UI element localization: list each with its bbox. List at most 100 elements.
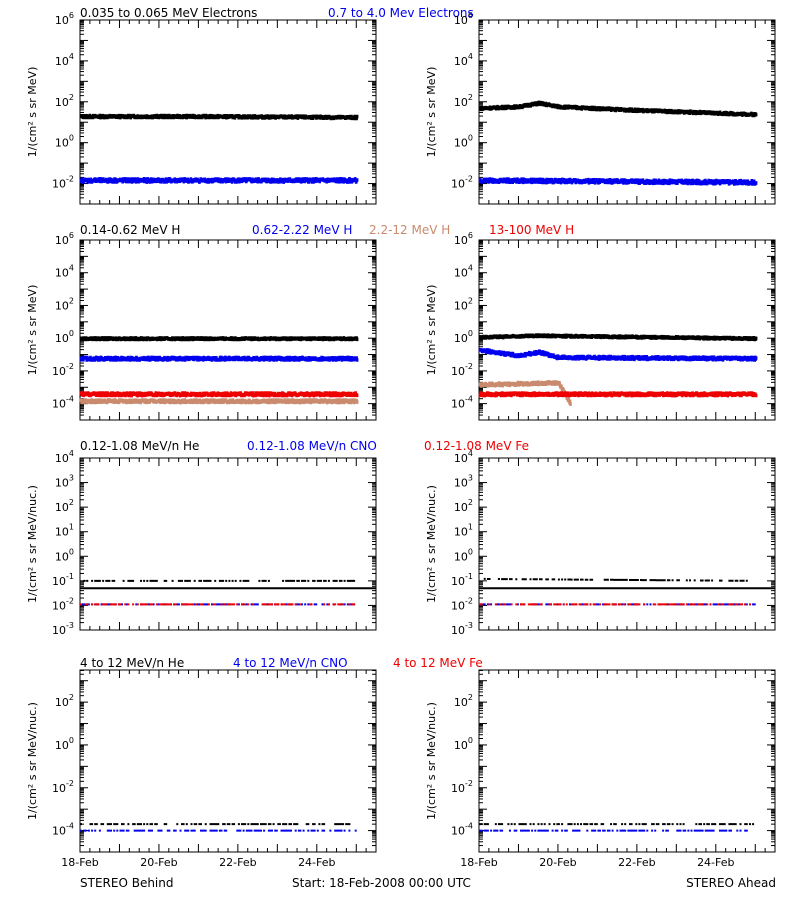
y-tick-label: 10-4 xyxy=(451,822,473,838)
row-3-title-2: 4 to 12 MeV Fe xyxy=(393,656,483,670)
series-tan xyxy=(478,380,572,406)
series-blue-points xyxy=(79,177,359,184)
y-tick-label: 104 xyxy=(454,449,473,465)
footer-right: STEREO Ahead xyxy=(686,876,776,890)
series-black xyxy=(478,333,758,342)
panel-3-behind: 10-4 10-2 100 102 18-Feb 20-Feb 22-Feb 24-Feb 1/… xyxy=(26,669,377,869)
panel-0-ahead: 10-2 100 102 104 106 1/(cm² s sr MeV) xyxy=(425,11,776,205)
y-tick-label: 10-2 xyxy=(451,596,473,612)
y-tick-label: 102 xyxy=(454,498,473,514)
y-tick-label: 10-4 xyxy=(52,822,74,838)
y-tick-label: 10-2 xyxy=(451,362,473,378)
y-axis-label: 1/(cm² s sr MeV) xyxy=(26,285,39,376)
y-tick-label: 101 xyxy=(55,523,74,539)
y-tick-label: 104 xyxy=(55,264,74,280)
y-axis-label: 1/(cm² s sr MeV) xyxy=(425,285,438,376)
y-tick-label: 10-2 xyxy=(52,596,74,612)
series-black-points xyxy=(478,100,758,118)
plot-frame xyxy=(79,19,377,205)
series-blue-points xyxy=(478,348,758,362)
y-axis-label: 1/(cm² s sr MeV) xyxy=(26,67,39,158)
series-black xyxy=(80,579,376,590)
y-tick-label: 106 xyxy=(55,11,74,27)
y-tick-label: 10-4 xyxy=(451,395,473,411)
x-tick-label: 20-Feb xyxy=(539,856,576,869)
panel-1-ahead: 10-4 10-2 100 102 104 106 1/(cm² s sr MeV) xyxy=(425,231,776,421)
series-red-points xyxy=(478,391,758,398)
series-tan-points xyxy=(79,398,359,405)
series-black xyxy=(479,577,775,590)
series-blue xyxy=(478,177,758,186)
x-tick-label: 18-Feb xyxy=(61,856,98,869)
row-1-title-2: 2.2-12 MeV H xyxy=(369,223,450,237)
y-tick-label: 106 xyxy=(454,231,473,247)
series-black-points xyxy=(79,113,359,121)
series-red-points xyxy=(79,391,359,398)
y-tick-label: 102 xyxy=(55,93,74,109)
series-black xyxy=(79,113,359,121)
row-2-title-1: 0.12-1.08 MeV/n CNO xyxy=(247,439,377,453)
x-tick-label: 24-Feb xyxy=(697,856,734,869)
y-tick-label: 100 xyxy=(454,736,473,752)
y-axis-label: 1/(cm² s sr MeV) xyxy=(425,67,438,158)
y-tick-label: 102 xyxy=(55,296,74,312)
y-tick-label: 102 xyxy=(454,296,473,312)
y-tick-label: 104 xyxy=(454,264,473,280)
panel-1-behind: 10-4 10-2 100 102 104 106 1/(cm² s sr MeV) xyxy=(26,231,377,421)
y-axis-label: 1/(cm² s sr MeV/nuc.) xyxy=(26,485,39,603)
series-tan xyxy=(79,398,359,405)
series-tan-points xyxy=(478,380,572,406)
series-red xyxy=(478,391,758,398)
y-tick-label: 10-4 xyxy=(52,395,74,411)
series-black-points xyxy=(478,333,758,342)
y-tick-label: 102 xyxy=(55,693,74,709)
y-tick-label: 10-3 xyxy=(451,621,473,637)
row-1-title-3: 13-100 MeV H xyxy=(489,223,574,237)
panel-3-ahead: 10-4 10-2 100 102 18-Feb 20-Feb 22-Feb 24-Feb 1/… xyxy=(425,669,776,869)
y-tick-label: 104 xyxy=(454,52,473,68)
y-tick-label: 103 xyxy=(454,474,473,490)
y-tick-label: 101 xyxy=(454,523,473,539)
x-tick-label: 18-Feb xyxy=(460,856,497,869)
series-blue xyxy=(79,355,359,362)
y-axis-label: 1/(cm² s sr MeV/nuc.) xyxy=(26,702,39,820)
series-black xyxy=(478,100,758,118)
series-blue xyxy=(478,348,758,362)
series-blue xyxy=(79,177,359,184)
y-tick-label: 102 xyxy=(55,498,74,514)
y-tick-label: 10-1 xyxy=(451,572,473,588)
y-tick-label: 10-3 xyxy=(52,621,74,637)
y-tick-label: 10-2 xyxy=(451,779,473,795)
series-black-points xyxy=(483,577,748,582)
row-titles: 0.035 to 0.065 MeV Electrons 0.7 to 4.0 M… xyxy=(80,6,574,670)
series-red xyxy=(79,391,359,398)
row-3-title-0: 4 to 12 MeV/n He xyxy=(80,656,184,670)
x-tick-label: 24-Feb xyxy=(298,856,335,869)
y-tick-label: 100 xyxy=(454,134,473,150)
series-black-points xyxy=(79,336,359,342)
y-tick-label: 100 xyxy=(454,547,473,563)
y-tick-label: 100 xyxy=(55,547,74,563)
y-tick-label: 10-2 xyxy=(52,779,74,795)
panel-2-behind: 10-3 10-2 10-1 100 101 102 103 104 1/(cm² s sr M… xyxy=(26,449,377,637)
series-blue-points xyxy=(478,177,758,186)
y-tick-label: 102 xyxy=(454,693,473,709)
row-3-title-1: 4 to 12 MeV/n CNO xyxy=(233,656,348,670)
x-tick-label: 22-Feb xyxy=(618,856,655,869)
y-tick-label: 102 xyxy=(454,93,473,109)
row-1-title-0: 0.14-0.62 MeV H xyxy=(80,223,180,237)
y-axis-label: 1/(cm² s sr MeV/nuc.) xyxy=(425,702,438,820)
y-tick-label: 100 xyxy=(55,329,74,345)
y-tick-label: 100 xyxy=(55,134,74,150)
series-black xyxy=(79,336,359,342)
y-tick-label: 104 xyxy=(55,52,74,68)
footer-center: Start: 18-Feb-2008 00:00 UTC xyxy=(292,876,471,890)
y-tick-label: 10-1 xyxy=(52,572,74,588)
y-tick-label: 103 xyxy=(55,474,74,490)
row-2-title-0: 0.12-1.08 MeV/n He xyxy=(80,439,199,453)
y-tick-label: 10-2 xyxy=(52,175,74,191)
y-tick-label: 100 xyxy=(454,329,473,345)
row-2-title-2: 0.12-1.08 MeV Fe xyxy=(424,439,529,453)
